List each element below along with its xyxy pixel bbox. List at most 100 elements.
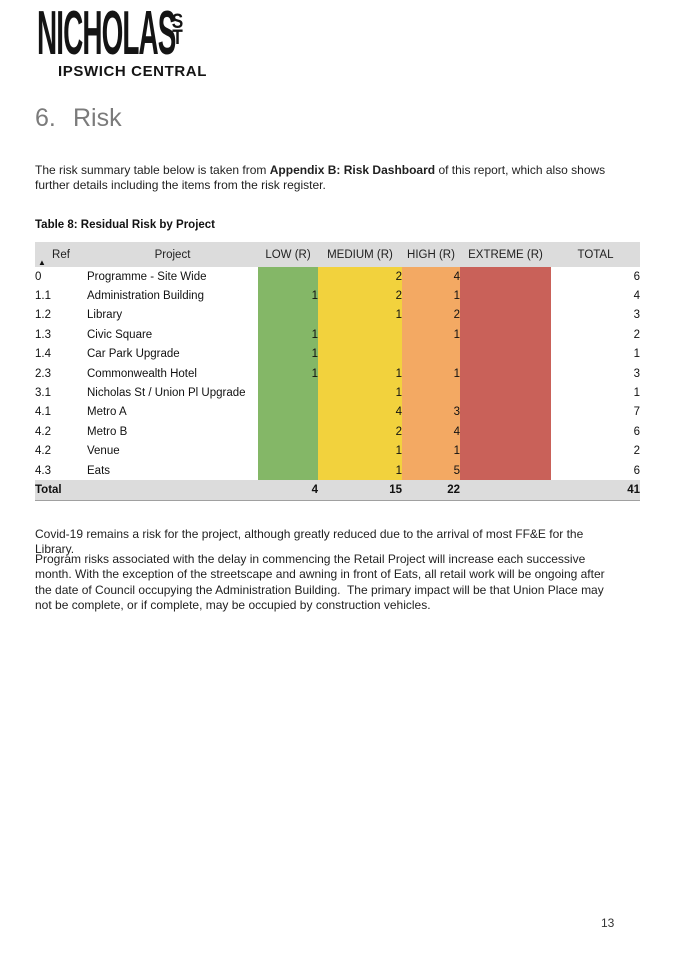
total-medium-value: 15 [318,480,402,501]
cell-low [258,383,318,403]
cell-project: Library [87,309,123,322]
cell-total: 4 [633,290,640,303]
cell-medium: 1 [318,305,402,326]
section-heading: 6. Risk [35,104,122,133]
total-project-blank [87,480,258,501]
total-extreme-value [460,480,551,501]
sort-ascending-icon: ▲ [38,258,46,267]
column-header-ref: Ref ▲ [35,242,87,267]
cell-project: Programme - Site Wide [87,270,207,283]
cell-ref: 1.4 [35,348,51,361]
cell-low [258,267,318,287]
cell-total: 3 [633,309,640,322]
column-header-project: Project [87,242,258,267]
table-row: 1.1 Administration Building 1 2 1 4 [35,286,640,306]
table-header-row: Ref ▲ Project LOW (R) MEDIUM (R) HIGH (R… [35,242,640,267]
cell-ref: 4.2 [35,425,51,438]
column-header-ref-label: Ref [52,248,70,261]
total-grand-value: 41 [551,480,640,501]
cell-ref: 4.2 [35,445,51,458]
table-row: 3.1 Nicholas St / Union Pl Upgrade 1 1 [35,383,640,403]
cell-project: Metro A [87,406,127,419]
logo-brand-text: NICHOLAS [37,0,176,68]
cell-low [258,441,318,461]
table-row: 1.2 Library 1 2 3 [35,305,640,326]
cell-project: Nicholas St / Union Pl Upgrade [87,387,246,400]
cell-low [258,305,318,326]
cell-low [258,460,318,481]
cell-high: 3 [402,402,460,423]
cell-medium: 2 [318,267,402,287]
cell-high [402,344,460,364]
cell-extreme [460,267,551,287]
cell-high: 2 [402,305,460,326]
cell-medium: 1 [318,460,402,481]
logo-st-bottom: T [172,26,183,49]
table-row: 1.4 Car Park Upgrade 1 1 [35,344,640,364]
cell-low: 1 [258,286,318,306]
total-label: Total [35,480,87,501]
program-risks-paragraph: Program risks associated with the delay … [35,552,605,613]
cell-extreme [460,344,551,364]
cell-total: 2 [633,445,640,458]
cell-high: 5 [402,460,460,481]
cell-low: 1 [258,325,318,345]
table-row: 1.3 Civic Square 1 1 2 [35,325,640,345]
cell-total: 3 [633,367,640,380]
cell-high: 1 [402,286,460,306]
cell-extreme [460,383,551,403]
intro-text-before: The risk summary table below is taken fr… [35,163,270,177]
cell-ref: 2.3 [35,367,51,380]
covid-paragraph: Covid-19 remains a risk for the project,… [35,527,584,557]
cell-extreme [460,422,551,442]
cell-total: 1 [633,348,640,361]
cell-medium: 1 [318,383,402,403]
nicholas-st-logo: NICHOLAS S T IPSWICH CENTRAL [37,3,207,90]
page-number: 13 [601,916,615,930]
table-row: 0 Programme - Site Wide 2 4 6 [35,267,640,287]
cell-total: 1 [633,387,640,400]
section-title: Risk [73,104,122,132]
risk-table-body: 0 Programme - Site Wide 2 4 6 1.1 Administrati… [35,267,640,481]
cell-extreme [460,363,551,384]
total-low-value: 4 [258,480,318,501]
intro-paragraph: The risk summary table below is taken fr… [35,163,615,194]
cell-project: Car Park Upgrade [87,348,180,361]
intro-text-after: of this report, which also shows further… [35,163,606,193]
cell-medium: 2 [318,422,402,442]
column-header-high: HIGH (R) [402,242,460,267]
cell-medium: 4 [318,402,402,423]
cell-medium: 1 [318,441,402,461]
cell-ref: 4.1 [35,406,51,419]
cell-ref: 3.1 [35,387,51,400]
cell-low [258,422,318,442]
intro-bold-reference: Appendix B: Risk Dashboard [269,163,436,177]
cell-medium [318,325,402,345]
logo-subtitle: IPSWICH CENTRAL [58,63,207,80]
cell-extreme [460,325,551,345]
cell-medium: 1 [318,363,402,384]
cell-total: 6 [633,425,640,438]
cell-ref: 0 [35,270,42,283]
cell-total: 6 [633,464,640,477]
cell-high: 1 [402,363,460,384]
cell-project: Commonwealth Hotel [87,367,197,380]
cell-high: 4 [402,267,460,287]
cell-extreme [460,402,551,423]
cell-ref: 1.3 [35,328,51,341]
cell-low: 1 [258,363,318,384]
cell-medium: 2 [318,286,402,306]
table-total-row: Total 4 15 22 41 [35,480,640,501]
cell-low: 1 [258,344,318,364]
cell-high: 1 [402,441,460,461]
cell-extreme [460,286,551,306]
total-high-value: 22 [402,480,460,501]
table-row: 4.3 Eats 1 5 6 [35,460,640,481]
risk-table: Ref ▲ Project LOW (R) MEDIUM (R) HIGH (R… [35,242,640,501]
column-header-medium: MEDIUM (R) [318,242,402,267]
cell-low [258,402,318,423]
cell-project: Civic Square [87,328,153,341]
cell-ref: 1.1 [35,290,51,303]
cell-extreme [460,441,551,461]
